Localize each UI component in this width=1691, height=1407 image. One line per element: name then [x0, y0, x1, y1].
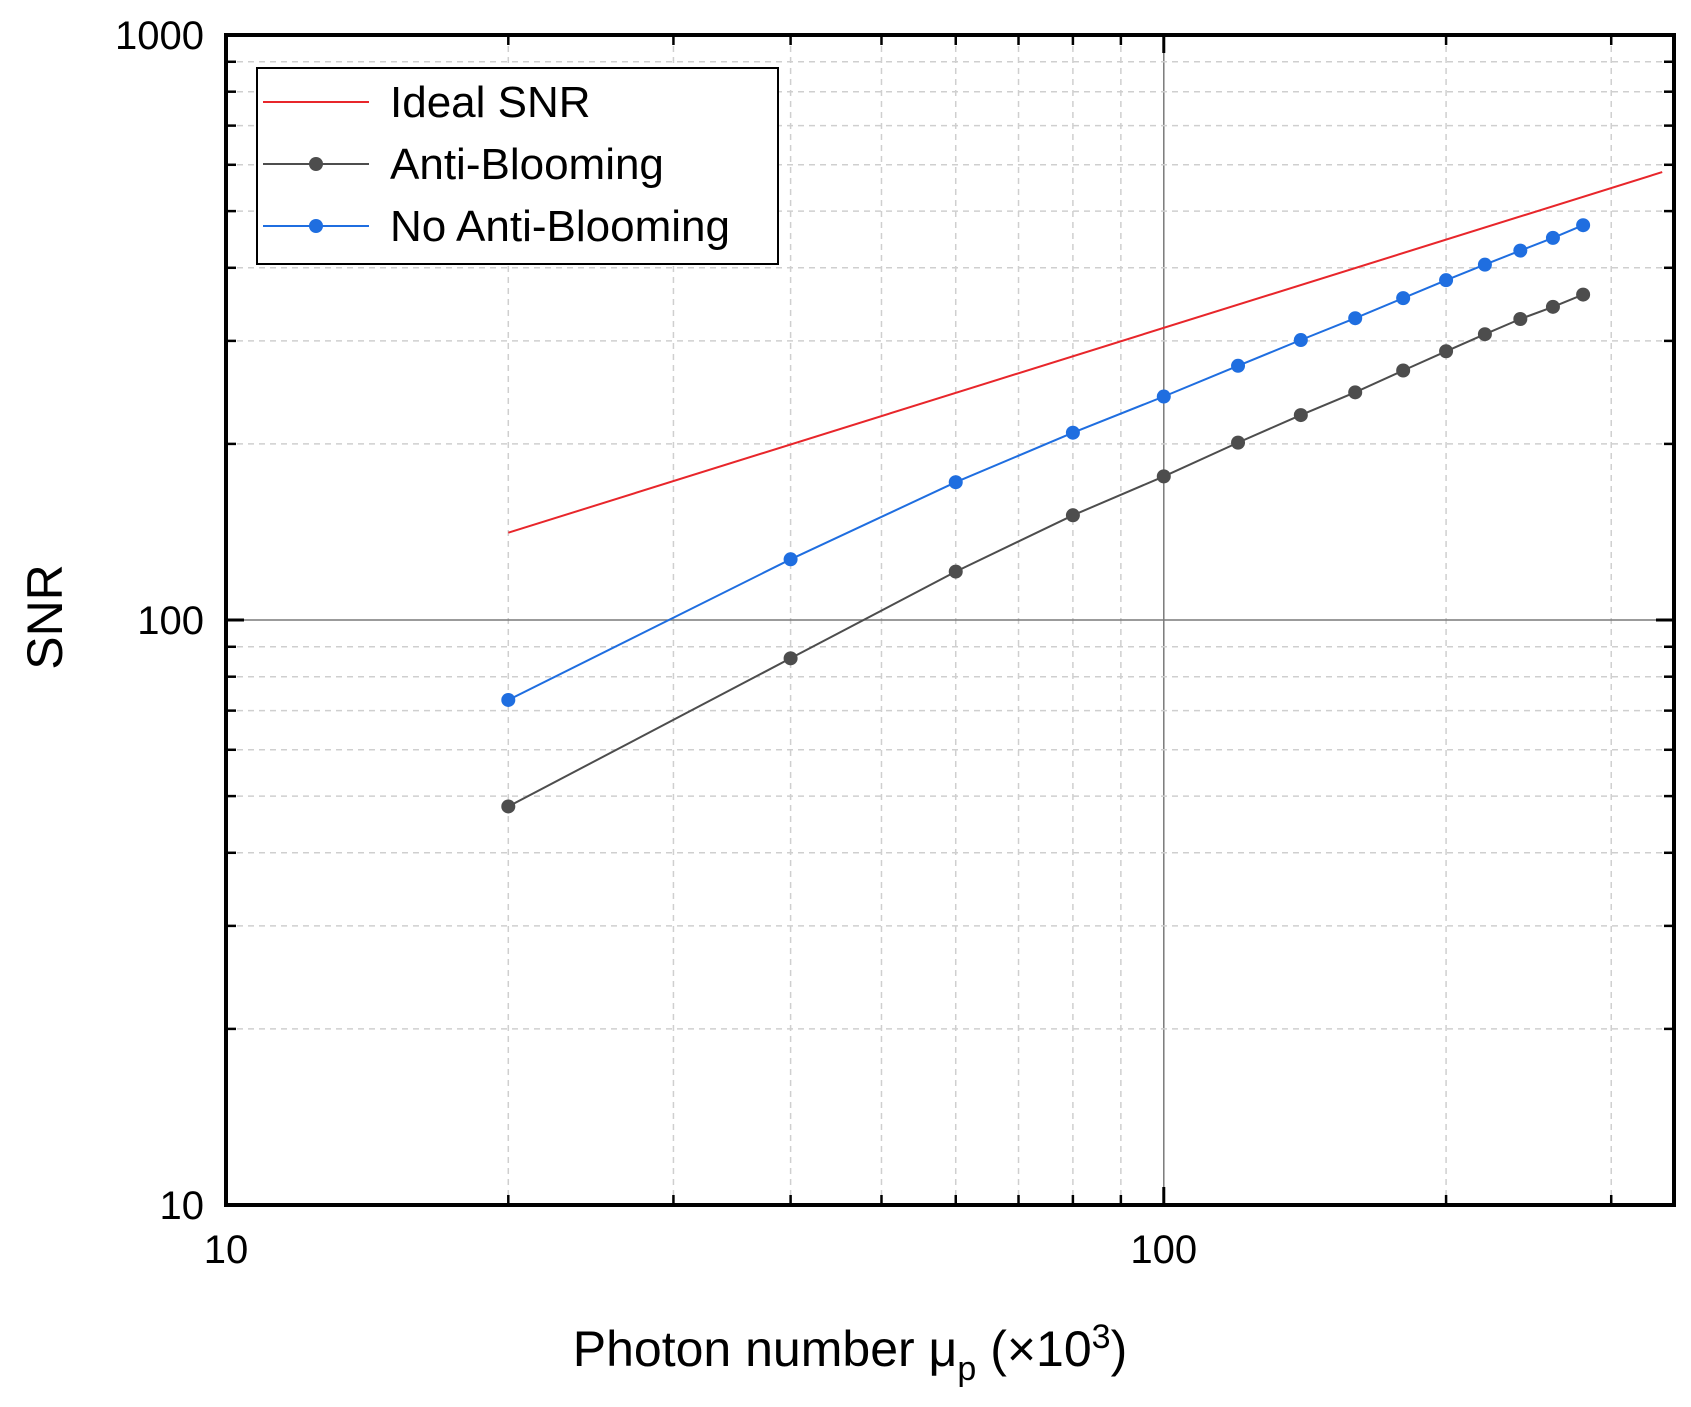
legend-marker-no-anti-blooming [309, 219, 323, 233]
legend-label-anti-blooming: Anti-Blooming [390, 140, 664, 189]
data-point-anti-blooming [1439, 344, 1454, 359]
x-axis-title-close: ) [1111, 1321, 1128, 1377]
tick-labels: 10 100 10 100 1000 [115, 14, 1197, 1272]
data-point-no-anti-blooming [1065, 425, 1080, 440]
x-tick-label: 100 [1130, 1228, 1197, 1272]
x-axis-title: Photon number μp (×103) [573, 1318, 1127, 1388]
x-axis-title-main: Photon number μ [573, 1321, 958, 1377]
series-line-no-anti-blooming [507, 224, 1584, 701]
data-point-anti-blooming [1065, 508, 1080, 523]
data-point-no-anti-blooming [1513, 243, 1528, 258]
data-point-anti-blooming [1231, 435, 1246, 450]
data-point-no-anti-blooming [948, 475, 963, 490]
legend-marker-anti-blooming [309, 157, 323, 171]
data-point-no-anti-blooming [1156, 389, 1171, 404]
data-point-no-anti-blooming [1293, 333, 1308, 348]
data-point-no-anti-blooming [1576, 218, 1591, 233]
legend-label-no-anti-blooming: No Anti-Blooming [390, 202, 730, 251]
data-point-anti-blooming [1348, 385, 1363, 400]
legend: Ideal SNR Anti-Blooming No Anti-Blooming [256, 67, 779, 265]
data-point-no-anti-blooming [501, 692, 516, 707]
series-layer [501, 171, 1663, 814]
data-point-anti-blooming [1477, 327, 1492, 342]
data-point-anti-blooming [501, 799, 516, 814]
y-tick-label: 10 [160, 1184, 205, 1228]
grid-lines [226, 35, 1674, 1205]
data-point-anti-blooming [1513, 311, 1528, 326]
data-point-anti-blooming [1293, 408, 1308, 423]
legend-box [256, 67, 779, 265]
legend-label-ideal-snr: Ideal SNR [390, 78, 591, 127]
data-point-no-anti-blooming [1231, 358, 1246, 373]
data-point-anti-blooming [1396, 363, 1411, 378]
y-axis-title: SNR [17, 564, 73, 670]
plot-frame [224, 33, 1676, 1207]
data-point-no-anti-blooming [783, 552, 798, 567]
x-axis-title-subscript: p [957, 1350, 976, 1388]
y-tick-label: 1000 [115, 14, 204, 58]
data-point-anti-blooming [948, 564, 963, 579]
data-point-no-anti-blooming [1477, 257, 1492, 272]
y-tick-label: 100 [137, 599, 204, 643]
x-axis-title-superscript: 3 [1092, 1318, 1111, 1356]
data-point-no-anti-blooming [1545, 230, 1560, 245]
data-point-anti-blooming [1545, 299, 1560, 314]
data-point-anti-blooming [783, 651, 798, 666]
x-tick-label: 10 [204, 1228, 249, 1272]
data-point-no-anti-blooming [1348, 311, 1363, 326]
series-line-anti-blooming [507, 293, 1584, 808]
data-point-no-anti-blooming [1396, 291, 1411, 306]
x-axis-title-open: (×10 [976, 1321, 1091, 1377]
data-point-anti-blooming [1156, 469, 1171, 484]
data-point-anti-blooming [1576, 287, 1591, 302]
series-line-ideal-snr [508, 171, 1663, 534]
data-point-no-anti-blooming [1439, 273, 1454, 288]
